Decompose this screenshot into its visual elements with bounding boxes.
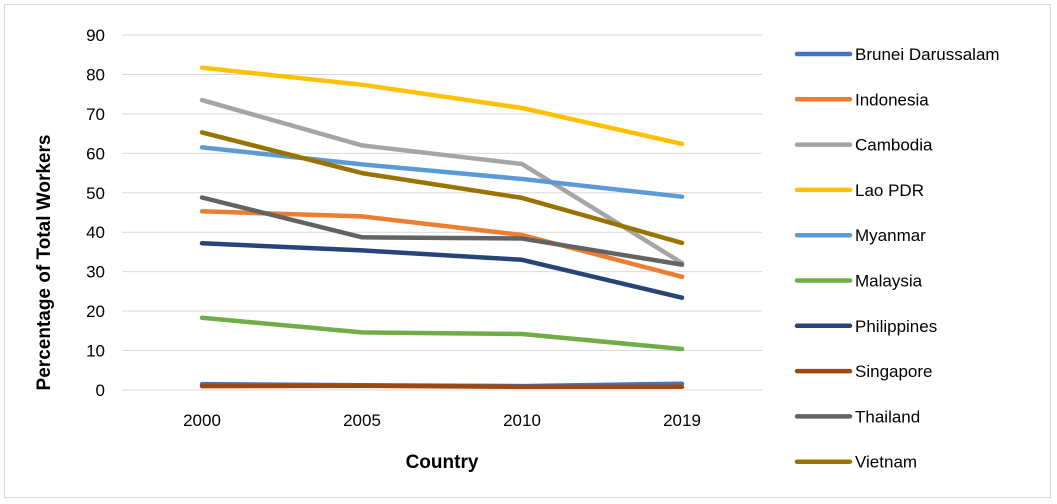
legend-item: Philippines bbox=[794, 317, 937, 336]
legend-item: Singapore bbox=[794, 362, 933, 381]
series-line-vietnam bbox=[199, 130, 685, 246]
y-tick-label: 20 bbox=[86, 302, 105, 321]
series-line-singapore bbox=[199, 383, 685, 390]
series-line-myanmar bbox=[199, 145, 685, 199]
y-tick-label: 50 bbox=[86, 184, 105, 203]
series-lines bbox=[199, 65, 685, 390]
series-line-philippines bbox=[199, 241, 685, 300]
legend-item: Thailand bbox=[794, 407, 920, 426]
chart-frame bbox=[4, 4, 1051, 498]
series-line-cambodia bbox=[199, 97, 685, 266]
legend-label: Lao PDR bbox=[855, 181, 924, 200]
y-tick-label: 90 bbox=[86, 26, 105, 45]
legend-label: Thailand bbox=[855, 407, 920, 426]
legend-item: Cambodia bbox=[794, 136, 933, 155]
legend-label: Myanmar bbox=[855, 226, 926, 245]
series-line-lao-pdr bbox=[199, 65, 685, 147]
series-line-indonesia bbox=[199, 209, 685, 280]
legend-label: Indonesia bbox=[855, 90, 929, 109]
legend-item: Malaysia bbox=[794, 272, 923, 291]
legend-item: Indonesia bbox=[794, 90, 929, 109]
y-axis-ticks: 0 10 20 30 40 50 60 70 80 90 bbox=[86, 26, 105, 400]
series-line-thailand bbox=[199, 195, 685, 267]
legend-label: Vietnam bbox=[855, 453, 917, 472]
legend-label: Malaysia bbox=[855, 272, 923, 291]
y-tick-label: 30 bbox=[86, 263, 105, 282]
series-line-malaysia bbox=[199, 315, 685, 352]
legend-label: Singapore bbox=[855, 362, 933, 381]
x-tick-label: 2019 bbox=[663, 411, 701, 430]
legend-item: Brunei Darussalam bbox=[794, 45, 1000, 64]
legend-item: Vietnam bbox=[794, 453, 917, 472]
legend-label: Brunei Darussalam bbox=[855, 45, 1000, 64]
x-tick-label: 2010 bbox=[503, 411, 541, 430]
x-tick-label: 2000 bbox=[183, 411, 221, 430]
legend-item: Lao PDR bbox=[794, 181, 924, 200]
y-tick-label: 60 bbox=[86, 144, 105, 163]
legend-item: Myanmar bbox=[794, 226, 926, 245]
legend-label: Cambodia bbox=[855, 136, 933, 155]
x-axis-title: Country bbox=[406, 452, 479, 473]
legend-label: Philippines bbox=[855, 317, 937, 336]
y-axis-title: Percentage of Total Workers bbox=[34, 135, 55, 391]
x-tick-label: 2005 bbox=[343, 411, 381, 430]
y-tick-label: 70 bbox=[86, 105, 105, 124]
y-tick-label: 10 bbox=[86, 342, 105, 361]
legend: Brunei Darussalam Indonesia Cambodia Lao PD… bbox=[794, 45, 1000, 472]
x-axis-ticks: 2000 2005 2010 2019 bbox=[183, 411, 701, 430]
y-tick-label: 40 bbox=[86, 223, 105, 242]
y-tick-label: 0 bbox=[96, 381, 105, 400]
y-tick-label: 80 bbox=[86, 65, 105, 84]
